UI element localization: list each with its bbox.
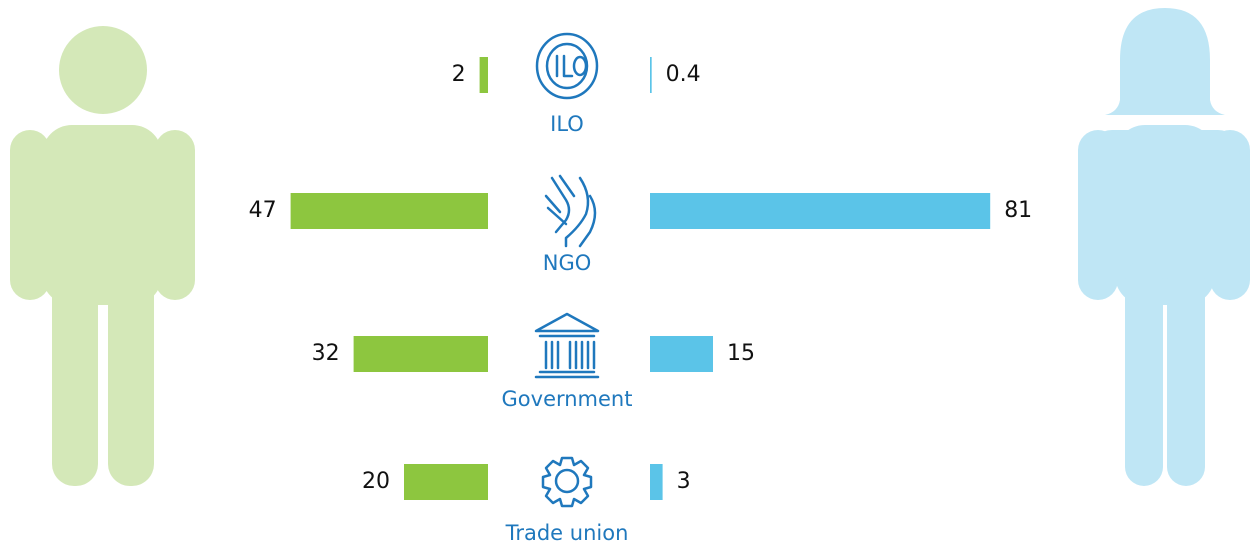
bar [290,193,488,229]
bar [650,193,991,229]
value-label: 81 [1004,198,1032,223]
value-label: 15 [727,341,755,366]
category-label: ILO [550,112,584,136]
bar [650,57,652,93]
value-label: 3 [677,469,691,494]
bar [650,336,713,372]
trade-union-icon [541,456,593,508]
value-label: 20 [362,469,390,494]
value-label: 47 [249,198,277,223]
bar [404,464,488,500]
bar [650,464,663,500]
ilo-icon [535,32,599,100]
value-label: 2 [452,62,466,87]
government-icon [534,312,600,379]
woman-figure [1078,8,1250,486]
value-label: 32 [312,341,340,366]
category-label: Trade union [505,521,629,544]
category-label: Government [502,387,633,411]
value-label: 0.4 [666,62,701,87]
category-label: NGO [543,251,592,275]
bar [479,57,488,93]
man-figure [10,26,195,486]
bar [353,336,488,372]
ngo-icon [544,174,597,248]
